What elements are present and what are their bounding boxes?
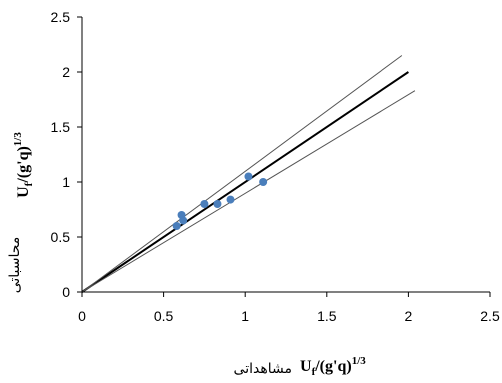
- x-formula-sup: 1/3: [352, 355, 367, 367]
- x-tick-label: 1: [241, 308, 249, 324]
- y-formula-body: /(g'q): [15, 146, 32, 183]
- data-point: [179, 216, 188, 225]
- y-tick-label: 0.5: [51, 229, 71, 245]
- x-axis-persian-label: مشاهداتی: [234, 361, 292, 377]
- data-point: [213, 200, 222, 208]
- y-formula-base: U: [15, 186, 32, 198]
- data-point: [200, 200, 209, 208]
- x-formula-base: U: [300, 358, 312, 375]
- y-tick-label: 2: [62, 64, 70, 80]
- data-point: [172, 222, 181, 230]
- x-formula-body: /(g'q): [314, 358, 351, 375]
- svg-text:محاسباتی: محاسباتی: [7, 237, 23, 294]
- x-axis-title: Uf/(g'q)1/3 مشاهداتی: [234, 355, 367, 378]
- x-tick-label: 1.5: [317, 308, 337, 324]
- y-tick-label: 1: [62, 174, 70, 190]
- data-points: [172, 172, 268, 230]
- y-tick-label: 0: [62, 284, 70, 300]
- y-tick-label: 1.5: [51, 119, 71, 135]
- upper-bound-line: [81, 55, 403, 293]
- one-to-one-line: [81, 71, 409, 293]
- x-tick-label: 2: [405, 308, 413, 324]
- y-tick-label: 2.5: [51, 9, 71, 25]
- lower-bound-line: [81, 90, 416, 293]
- x-tick-label: 0.5: [154, 308, 174, 324]
- data-point: [244, 172, 253, 181]
- y-axis-formula: Uf/(g'q)1/3: [12, 132, 35, 198]
- data-point: [226, 195, 235, 204]
- axes: 0 0.5 1 1.5 2 2.5 0 0.5 1 1.5 2 2.5: [51, 9, 500, 324]
- y-formula-sub: f: [23, 182, 35, 186]
- y-axis-title: محاسباتی Uf/(g'q)1/3: [7, 132, 35, 294]
- y-axis-persian-label: محاسباتی: [7, 237, 23, 294]
- x-formula-sub: f: [312, 366, 316, 378]
- x-tick-label: 0: [78, 308, 86, 324]
- x-tick-label: 2.5: [480, 308, 500, 324]
- reference-lines: [81, 55, 416, 293]
- x-axis-formula: Uf/(g'q)1/3: [300, 355, 366, 378]
- data-point: [259, 178, 268, 186]
- y-formula-sup: 1/3: [12, 132, 24, 147]
